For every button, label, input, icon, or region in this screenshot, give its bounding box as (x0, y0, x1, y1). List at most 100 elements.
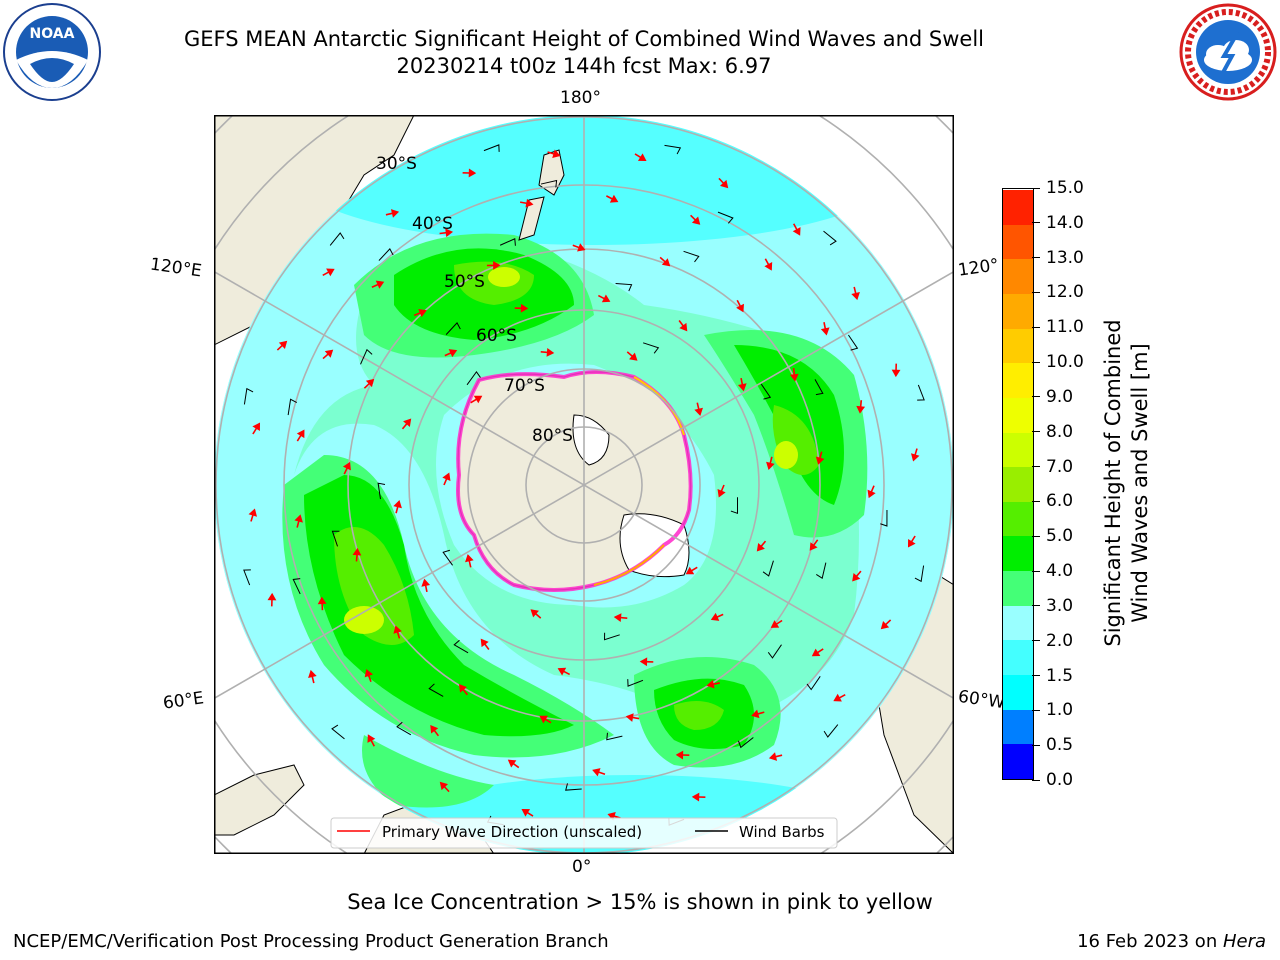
wind-barb (760, 383, 772, 400)
wave-arrow-head (685, 566, 695, 575)
wave-arrow-head (458, 684, 468, 693)
wave-arrow-head (439, 781, 449, 791)
wave-arrow-head (393, 625, 402, 634)
wave-arrow-head (770, 620, 780, 628)
lon-label-120w: 120° (956, 255, 1001, 281)
page-title: GEFS MEAN Antarctic Significant Height o… (183, 27, 985, 51)
map-frame (214, 115, 954, 854)
wave-arrow-head (601, 294, 611, 303)
wave-arrow-head (751, 709, 760, 719)
wave-arrow-head (691, 792, 700, 802)
wind-barb (243, 387, 254, 405)
wave-arrow-head (493, 260, 501, 270)
page-subtitle: 20230214 t00z 144h fcst Max: 6.97 (396, 54, 772, 78)
colorbar-tick-label: 11.0 (1032, 317, 1084, 337)
wave-arrow-head (613, 613, 622, 623)
colorbar-segment (1003, 432, 1033, 468)
wind-barb (483, 144, 500, 152)
colorbar-segment (1003, 674, 1033, 710)
wave-arrow-head (706, 679, 715, 689)
noaa-logo-text: NOAA (30, 26, 75, 42)
wind-barb (445, 322, 461, 335)
map-panel: 30°S 40°S 50°S 60°S 70°S 80°S Primary Wa… (214, 115, 954, 854)
wave-arrow-head (480, 638, 489, 648)
wave-arrow-head (465, 554, 474, 563)
colorbar-tick-label: 0.0 (1032, 770, 1073, 790)
wind-barb (329, 232, 345, 246)
wave-arrow-head (248, 508, 257, 517)
lon-label-60w: 60°W (956, 686, 1007, 714)
footer-host: Hera (1222, 931, 1266, 952)
wind-barb (806, 676, 821, 691)
wave-arrow-head (520, 303, 529, 313)
wave-arrow-head (764, 262, 773, 271)
wind-barb (664, 144, 682, 155)
wave-arrow-head (756, 543, 765, 552)
colorbar-tick-label: 9.0 (1032, 387, 1073, 407)
wave-arrow-head (852, 573, 861, 582)
colorbar-tick-label: 1.5 (1032, 666, 1073, 686)
wave-arrow-head (418, 308, 427, 318)
wave-arrow-head (607, 812, 616, 821)
wave-arrow-head (364, 668, 373, 678)
wave-arrow-head (679, 322, 688, 332)
colorbar-segment (1003, 328, 1033, 364)
wind-barb (466, 371, 481, 386)
wind-barb (243, 569, 251, 586)
wave-arrow-head (367, 734, 376, 743)
wave-arrow-head (448, 349, 458, 358)
lat-label-60: 60°S (476, 326, 517, 346)
wind-barb (823, 230, 837, 246)
wind-barb (377, 482, 386, 500)
wind-barb (814, 379, 824, 396)
wave-arrow-head (792, 227, 801, 236)
wave-arrow-head (252, 422, 261, 432)
colorbar-tick-label: 14.0 (1032, 213, 1084, 233)
colorbar-label-line2: Wind Waves and Swell [m] (1128, 343, 1152, 623)
wind-barb (642, 342, 660, 354)
wave-arrow-head (629, 352, 638, 361)
wave-arrow-head (911, 453, 920, 462)
colorbar-tick-label: 10.0 (1032, 352, 1084, 372)
wave-arrow-head (539, 715, 548, 724)
wave-arrow-head (851, 291, 860, 301)
wave-arrow-head (393, 500, 402, 509)
wave-arrow-head (525, 198, 534, 208)
wave-arrow-head (736, 303, 744, 313)
colorbar-tick-label: 6.0 (1032, 491, 1073, 511)
wind-barb (816, 562, 827, 579)
colorbar-label-line1: Significant Height of Combined (1101, 319, 1125, 647)
lat-label-70: 70°S (504, 376, 545, 396)
wind-barb (683, 250, 700, 263)
noaa-logo-icon: NOAA (3, 3, 101, 101)
colorbar (1002, 188, 1034, 780)
wave-arrow-head (546, 347, 555, 357)
wind-barb (767, 644, 782, 659)
wave-arrow-head (880, 620, 890, 630)
wave-arrow-head (592, 768, 601, 777)
wave-arrow-head (856, 405, 866, 414)
wave-arrow-head (375, 280, 385, 289)
wave-arrow-head (278, 340, 288, 350)
colorbar-segment (1003, 258, 1033, 294)
lon-label-120e: 120°E (148, 254, 203, 282)
colorbar-tick-label: 12.0 (1032, 282, 1084, 302)
wind-barb (331, 724, 345, 740)
wave-arrow-head (365, 378, 375, 388)
land-new-zealand (518, 149, 565, 241)
colorbar-segment (1003, 466, 1033, 502)
wave-arrow-head (661, 258, 671, 267)
colorbar-ticks: 0.0 0.5 1.0 1.5 2.0 3.0 4.0 5.0 6.0 7.0 8.0 9.0 10.0… (1032, 178, 1096, 790)
wind-barb (737, 737, 754, 749)
lat-label-30: 30°S (376, 154, 417, 174)
wave-arrow-head (710, 612, 720, 621)
wave-arrow-head (326, 268, 335, 277)
wave-arrow-head (557, 667, 567, 676)
colorbar-tick-label: 3.0 (1032, 596, 1073, 616)
wave-arrow-head (342, 461, 351, 471)
lon-label-60e: 60°E (161, 688, 206, 714)
wind-barb (730, 497, 739, 515)
wave-arrow-head (639, 657, 648, 667)
wind-barb (917, 384, 925, 401)
map-legend: Primary Wave Direction (unscaled) Wind B… (330, 817, 838, 849)
